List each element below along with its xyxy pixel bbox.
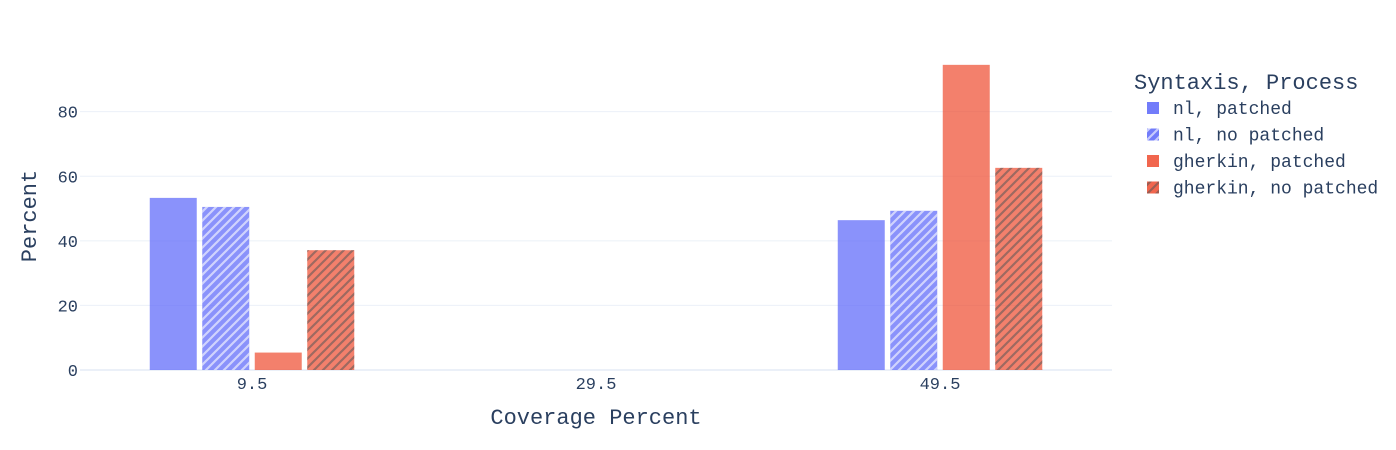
y-tick-label: 80 (58, 105, 78, 124)
bar-nl-patched-9.5 (149, 197, 197, 370)
bar-gherkin-patched-9.5 (254, 352, 302, 370)
bar-nl-patched-49.5 (837, 220, 885, 370)
y-tick-label: 0 (68, 363, 78, 382)
bars (149, 64, 1043, 370)
bar-gherkin-patched-49.5 (942, 64, 990, 370)
bar-hatch-overlay (995, 167, 1043, 370)
legend-item-label[interactable]: gherkin, patched (1173, 153, 1346, 173)
bar-hatch-overlay (890, 210, 938, 370)
y-tick-label: 60 (58, 169, 78, 188)
legend-title: Syntaxis, Process (1134, 71, 1358, 96)
bar-hatch-overlay (307, 250, 355, 370)
axes: Coverage Percent Percent 0 20 40 60 80 9.5 29.… (18, 105, 960, 431)
bar-hatch-overlay (202, 206, 250, 370)
x-axis-title: Coverage Percent (490, 406, 701, 431)
y-tick-label: 40 (58, 234, 78, 253)
legend: Syntaxis, Process nl, patched nl, no patc… (1134, 71, 1378, 200)
legend-swatch[interactable] (1147, 102, 1159, 114)
legend-swatch[interactable] (1147, 155, 1159, 167)
legend-swatch-hatch (1147, 181, 1159, 194)
x-tick-label: 49.5 (920, 376, 961, 395)
legend-item-label[interactable]: nl, patched (1173, 100, 1292, 120)
x-tick-label: 9.5 (237, 376, 268, 395)
y-axis-title: Percent (18, 170, 43, 262)
y-tick-label: 20 (58, 298, 78, 317)
legend-item-label[interactable]: gherkin, no patched (1173, 180, 1378, 200)
legend-swatch-hatch (1147, 128, 1159, 141)
x-tick-label: 29.5 (576, 376, 617, 395)
legend-item-label[interactable]: nl, no patched (1173, 127, 1324, 147)
gridlines (80, 111, 1112, 371)
